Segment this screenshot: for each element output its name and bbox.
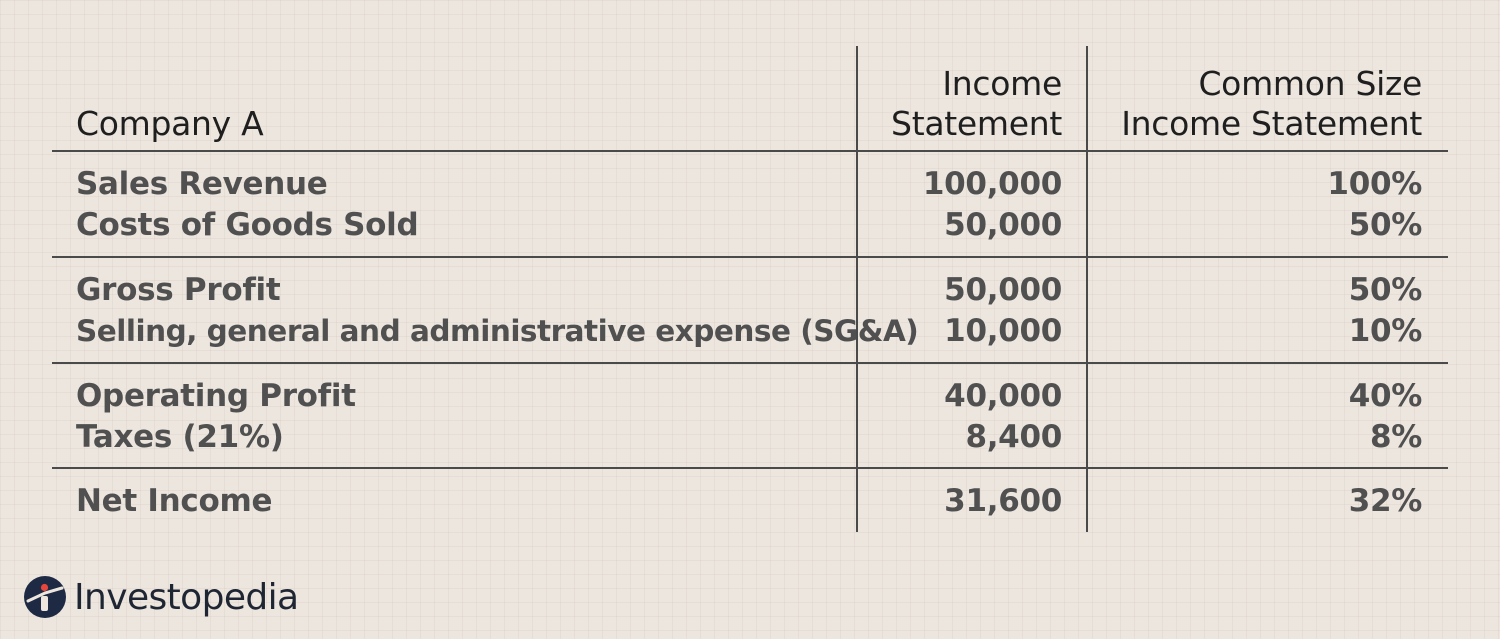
income-header-line1: Income (942, 64, 1062, 103)
row-group-divider-3 (52, 467, 1448, 469)
common-value-taxes: 8% (1369, 419, 1422, 455)
column-divider-2 (1086, 46, 1088, 532)
income-header-line2: Statement (891, 104, 1062, 143)
common-value-net-income: 32% (1348, 483, 1423, 519)
common-size-header-line1: Common Size (1198, 64, 1422, 103)
income-value-taxes: 8,400 (965, 419, 1062, 455)
row-label-gross-profit: Gross Profit (76, 272, 281, 308)
income-value-gross-profit: 50,000 (944, 272, 1062, 308)
income-value-operating-profit: 40,000 (944, 378, 1062, 414)
brand-name: Investopedia (74, 576, 299, 618)
row-label-cogs: Costs of Goods Sold (76, 207, 419, 243)
row-label-taxes: Taxes (21%) (76, 419, 284, 455)
common-value-gross-profit: 50% (1348, 272, 1423, 308)
common-value-operating-profit: 40% (1348, 378, 1423, 414)
row-group-divider-2 (52, 362, 1448, 364)
row-label-sga: Selling, general and administrative expe… (76, 314, 919, 348)
row-label-sales-revenue: Sales Revenue (76, 166, 328, 202)
company-header: Company A (76, 104, 264, 143)
investopedia-logo: Investopedia (24, 574, 299, 620)
row-group-divider-1 (52, 256, 1448, 258)
income-statement-table: Company A Income Statement Common Size I… (52, 0, 1448, 540)
column-divider-1 (856, 46, 858, 532)
row-label-net-income: Net Income (76, 483, 273, 519)
income-value-cogs: 50,000 (944, 207, 1062, 243)
common-value-sga: 10% (1348, 313, 1423, 349)
common-value-cogs: 50% (1348, 207, 1423, 243)
header-divider (52, 150, 1448, 152)
common-value-sales-revenue: 100% (1327, 166, 1422, 202)
income-value-net-income: 31,600 (944, 483, 1062, 519)
row-label-operating-profit: Operating Profit (76, 378, 356, 414)
income-value-sga: 10,000 (944, 313, 1062, 349)
investopedia-logo-icon (24, 576, 66, 618)
common-size-header-line2: Income Statement (1121, 104, 1422, 143)
income-value-sales-revenue: 100,000 (922, 166, 1062, 202)
